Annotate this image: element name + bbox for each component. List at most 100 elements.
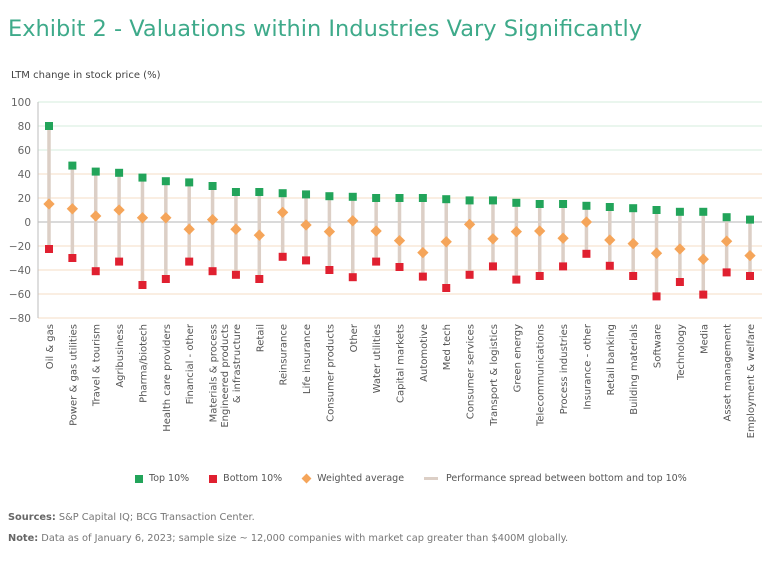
bottom-marker (372, 257, 381, 266)
footnote: Note: Data as of January 6, 2023; sample… (8, 533, 568, 544)
x-tick-label: Life insurance (302, 324, 313, 394)
x-tick-label: Process industries (559, 324, 570, 414)
y-tick-label: 20 (18, 193, 31, 205)
x-tick-label: Green energy (512, 324, 523, 392)
bottom-marker (535, 272, 544, 280)
legend-item-spread: Performance spread between bottom and to… (424, 473, 687, 484)
top-marker (746, 215, 754, 224)
top-marker (45, 122, 53, 130)
average-marker (277, 206, 289, 219)
x-tick-label-line: Green energy (512, 324, 523, 392)
average-marker (113, 204, 125, 216)
x-tick-label-line: Retail (255, 324, 266, 352)
bottom-marker (699, 290, 708, 299)
sources-text: S&P Capital IQ; BCG Transaction Center. (55, 512, 255, 523)
sources-label: Sources: (8, 512, 56, 523)
top-marker (418, 194, 427, 202)
bottom-marker (395, 263, 404, 271)
top-marker (302, 190, 311, 199)
y-axis: 100 80 60 40 20 0 −20 −40 −60 −80 (9, 97, 39, 325)
x-tick-label: Agribusiness (115, 324, 126, 388)
x-tick-label-line: Other (349, 323, 360, 352)
top-marker (605, 203, 614, 211)
bottom-marker (68, 254, 77, 262)
x-tick-label: Software (653, 324, 664, 368)
bottom-marker (605, 261, 614, 270)
bottom-marker (348, 273, 357, 282)
x-tick-label: Engineered products & infrastructure (220, 324, 243, 428)
average-marker (347, 215, 359, 227)
x-tick-label: Transport & logistics (489, 324, 500, 427)
legend-item-average: Weighted average (301, 473, 405, 484)
x-tick-label-line: Asset management (723, 324, 734, 422)
x-tick-label: Med tech (442, 324, 453, 370)
average-marker (510, 225, 522, 238)
top-marker (699, 207, 708, 216)
y-axis-label: LTM change in stock price (%) (11, 70, 161, 81)
average-marker (720, 235, 733, 247)
x-tick-label: Automotive (419, 324, 430, 382)
bottom-marker (231, 270, 240, 279)
bottom-marker (722, 268, 731, 277)
x-tick-label: Technology (676, 324, 687, 381)
legend-label: Performance spread between bottom and to… (446, 473, 687, 484)
legend-label: Bottom 10% (223, 473, 283, 484)
average-marker (674, 243, 686, 255)
x-tick-label-line: Financial - other (185, 323, 196, 404)
average-marker (230, 223, 242, 235)
average-marker (393, 234, 406, 247)
y-tick-label: 60 (18, 145, 31, 157)
x-tick-label: Health care providers (162, 324, 173, 432)
legend-item-top: Top 10% (135, 473, 189, 484)
average-marker (697, 253, 709, 265)
x-tick-label-line: Consumer products (325, 324, 336, 422)
x-tick-label: Retail (255, 324, 266, 352)
x-tick-label: Materials & process (209, 324, 220, 422)
x-tick-label-line: Pharma/biotech (138, 324, 149, 403)
average-marker (744, 249, 756, 262)
average-marker (66, 203, 79, 215)
x-tick-label-line: Insurance - other (582, 323, 593, 410)
top-marker (535, 200, 544, 208)
top-marker (582, 201, 591, 210)
x-tick-label: Reinsurance (279, 324, 290, 386)
top-marker (68, 161, 77, 170)
x-tick-label-line: Capital markets (396, 324, 407, 403)
x-tick-label: Telecommunications (536, 324, 547, 427)
x-tick-label-line: Automotive (419, 324, 430, 382)
spread-line-icon (424, 477, 439, 480)
note-text: Data as of January 6, 2023; sample size … (38, 533, 569, 544)
red-square-icon (209, 474, 218, 483)
legend-label: Weighted average (317, 473, 405, 484)
x-tick-label: Insurance - other (582, 323, 593, 410)
x-tick-label-line: Employment & welfare (746, 324, 757, 438)
average-marker (183, 223, 195, 235)
y-tick-label: 0 (24, 217, 31, 229)
average-marker (627, 237, 639, 250)
bottom-marker (652, 292, 661, 301)
x-tick-label: Power & gas utilities (68, 324, 79, 426)
y-tick-label: −20 (9, 241, 31, 253)
x-tick-label-line: Travel & tourism (92, 324, 103, 407)
bottom-marker (442, 284, 451, 292)
average-marker (417, 246, 429, 259)
x-tick-label-line: Agribusiness (115, 324, 126, 388)
legend-item-bottom: Bottom 10% (209, 473, 282, 484)
x-tick-label-line: Oil & gas (45, 324, 56, 369)
x-tick-label-line: Life insurance (302, 324, 313, 394)
average-marker (440, 236, 452, 248)
x-tick-label-line: Power & gas utilities (68, 324, 79, 426)
x-tick-label: Consumer products (325, 324, 336, 422)
average-marker (534, 225, 546, 237)
bottom-marker (302, 256, 311, 265)
x-tick-label-line: Technology (676, 324, 687, 381)
average-marker (253, 229, 265, 241)
bottom-marker (208, 267, 217, 276)
top-marker (465, 196, 474, 205)
bottom-marker (255, 275, 264, 283)
x-tick-label: Building materials (629, 324, 640, 415)
x-tick-label-line: Engineered products (220, 324, 231, 428)
x-tick-label-line: Health care providers (162, 324, 173, 432)
bottom-marker (45, 245, 53, 253)
bottom-marker (278, 252, 287, 261)
